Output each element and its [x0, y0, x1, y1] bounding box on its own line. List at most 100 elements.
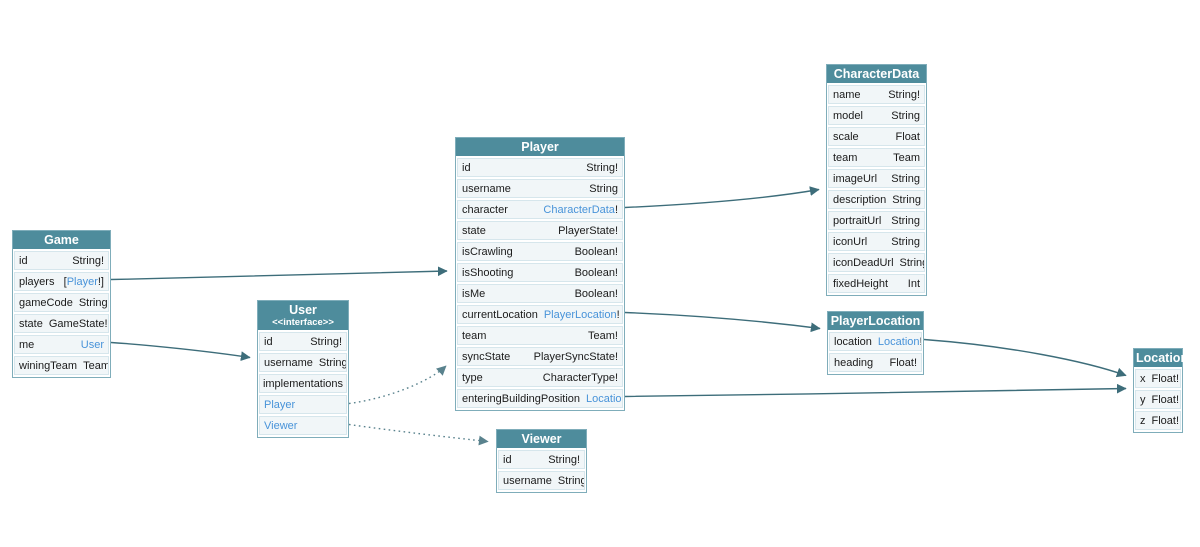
table-header-location[interactable]: Location [1134, 349, 1188, 367]
field-name: team [462, 329, 487, 342]
field-row-character-data-model[interactable]: model String [828, 106, 925, 125]
field-row-player-entering-building-position[interactable]: enteringBuildingPosition Location [457, 389, 623, 408]
table-header-game[interactable]: Game [13, 231, 110, 249]
field-name: isCrawling [462, 245, 513, 258]
type-link-location[interactable]: Location [586, 392, 622, 405]
field-row-player-state[interactable]: state PlayerState! [457, 221, 623, 240]
type-link-user[interactable]: User [80, 338, 104, 351]
type-link-location[interactable]: Location [877, 335, 920, 348]
type-link-player-location[interactable]: PlayerLocation [543, 308, 617, 321]
field-row-character-data-image-url[interactable]: imageUrl String [828, 169, 925, 188]
field-type: GameState! [49, 316, 108, 332]
field-row-viewer-username[interactable]: username String [498, 471, 585, 490]
edge-user-player-to-player [348, 365, 447, 405]
table-header-character-data[interactable]: CharacterData [827, 65, 926, 83]
field-row-player-location-heading[interactable]: heading Float! [829, 353, 922, 372]
table-header-viewer[interactable]: Viewer [497, 430, 586, 448]
section-row-user-implementations[interactable]: implementations [259, 374, 347, 393]
field-type: String! [310, 334, 342, 350]
field-row-player-location-location[interactable]: location Location! [829, 332, 922, 351]
field-row-character-data-fixed-height[interactable]: fixedHeight Int [828, 274, 925, 293]
field-name: location [834, 335, 872, 348]
table-header-user[interactable]: User <<interface>> [258, 301, 348, 330]
field-row-viewer-id[interactable]: id String! [498, 450, 585, 469]
type-link-character-data[interactable]: CharacterData [543, 203, 615, 216]
field-type: PlayerSyncState! [534, 349, 618, 365]
field-row-character-data-icon-dead-url[interactable]: iconDeadUrl String [828, 253, 925, 272]
field-row-character-data-team[interactable]: team Team [828, 148, 925, 167]
field-name: scale [833, 130, 859, 143]
field-name: y [1140, 393, 1146, 406]
field-row-player-id[interactable]: id String! [457, 158, 623, 177]
type-text: [ [63, 275, 67, 288]
field-row-player-is-shooting[interactable]: isShooting Boolean! [457, 263, 623, 282]
table-title: Viewer [521, 432, 562, 446]
type-text: String [891, 109, 920, 122]
type-text: Float! [889, 356, 917, 369]
implementation-link[interactable]: Viewer [264, 419, 298, 432]
field-name: gameCode [19, 296, 73, 309]
field-row-character-data-portrait-url[interactable]: portraitUrl String [828, 211, 925, 230]
type-text: Float! [1151, 414, 1180, 427]
field-row-player-character[interactable]: character CharacterData! [457, 200, 623, 219]
implementation-link[interactable]: Player [264, 398, 296, 411]
type-text: String [557, 474, 585, 487]
type-text: String! [586, 161, 618, 174]
type-text: String! [310, 335, 342, 348]
field-row-location-x[interactable]: x Float! [1135, 369, 1181, 388]
field-type: String [319, 355, 346, 371]
edge-player-current-location-to-player-location [624, 311, 821, 333]
field-name: implementations [262, 377, 344, 390]
edge-user-viewer-to-viewer [348, 423, 489, 446]
type-text: Boolean! [574, 266, 618, 279]
field-row-location-z[interactable]: z Float! [1135, 411, 1181, 430]
field-row-game-id[interactable]: id String! [14, 251, 109, 270]
type-text: GameState! [48, 317, 108, 330]
field-row-player-is-me[interactable]: isMe Boolean! [457, 284, 623, 303]
type-text: String! [78, 296, 109, 309]
field-row-player-sync-state[interactable]: syncState PlayerSyncState! [457, 347, 623, 366]
field-row-user-username[interactable]: username String [259, 353, 347, 372]
entity-table-player-location: PlayerLocation location Location! headingFl… [827, 311, 924, 375]
field-row-character-data-scale[interactable]: scale Float [828, 127, 925, 146]
field-row-game-players[interactable]: players [Player!] [14, 272, 109, 291]
field-row-user-viewer[interactable]: Viewer [259, 416, 347, 435]
field-row-game-state[interactable]: state GameState! [14, 314, 109, 333]
edge-game-me-to-user [110, 341, 251, 361]
field-type: String [891, 171, 920, 187]
field-row-player-team[interactable]: team Team! [457, 326, 623, 345]
type-link-player[interactable]: Player [66, 275, 98, 288]
field-row-game-wining-team[interactable]: winingTeam Team [14, 356, 109, 375]
field-type: Location [586, 391, 622, 407]
field-name: id [19, 254, 28, 267]
field-row-character-data-icon-url[interactable]: iconUrl String [828, 232, 925, 251]
type-text: Boolean! [574, 245, 618, 258]
field-row-user-id[interactable]: id String! [259, 332, 347, 351]
field-row-character-data-description[interactable]: description String [828, 190, 925, 209]
field-row-player-username[interactable]: username String [457, 179, 623, 198]
type-text: Float! [1151, 372, 1180, 385]
field-name: id [264, 335, 273, 348]
type-text: Float! [1151, 393, 1180, 406]
field-type: String! [78, 295, 109, 311]
table-title: CharacterData [833, 67, 920, 81]
field-row-game-me[interactable]: me User [14, 335, 109, 354]
table-header-player-location[interactable]: PlayerLocation [828, 312, 923, 330]
field-type: String [891, 213, 920, 229]
field-name: character [462, 203, 508, 216]
field-row-player-current-location[interactable]: currentLocation PlayerLocation! [457, 305, 623, 324]
field-row-player-type[interactable]: type CharacterType! [457, 368, 623, 387]
field-row-character-data-name[interactable]: name String! [828, 85, 925, 104]
type-text: PlayerSyncState! [533, 350, 618, 363]
interface-stereotype-label: <<interface>> [272, 317, 334, 328]
table-header-player[interactable]: Player [456, 138, 624, 156]
field-name: name [833, 88, 861, 101]
field-row-location-y[interactable]: y Float! [1135, 390, 1181, 409]
field-type: Float! [1152, 371, 1180, 387]
field-row-user-player[interactable]: Player [259, 395, 347, 414]
field-row-player-is-crawling[interactable]: isCrawling Boolean! [457, 242, 623, 261]
type-text: ! [920, 336, 921, 348]
type-text: Boolean! [574, 287, 618, 300]
table-title: Location [1136, 351, 1189, 365]
field-row-game-game-code[interactable]: gameCode String! [14, 293, 109, 312]
